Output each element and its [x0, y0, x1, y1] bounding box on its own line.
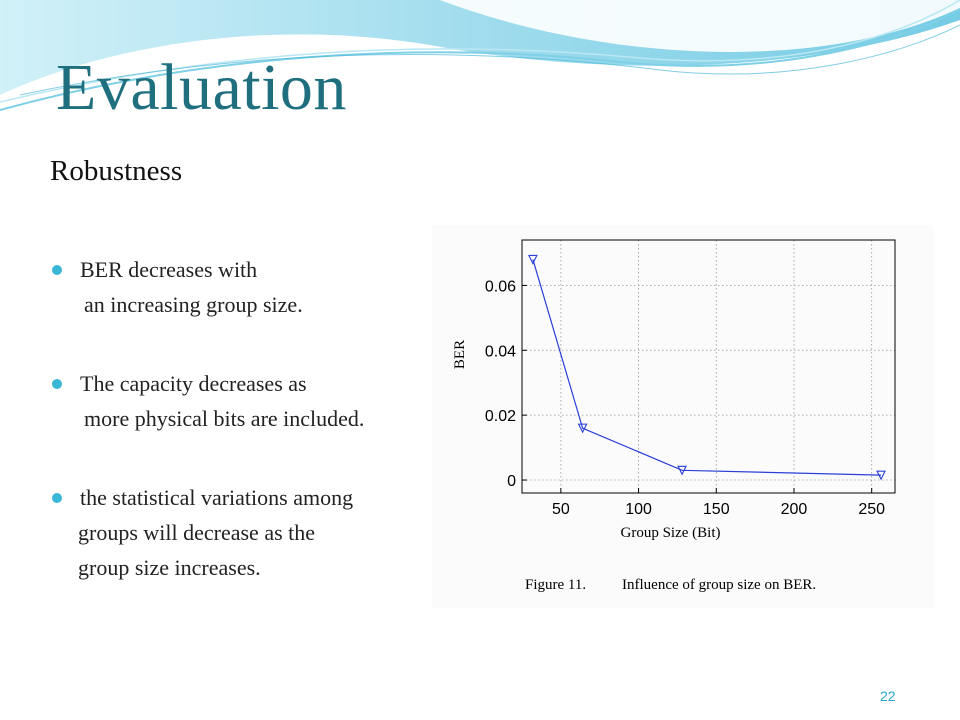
figure-panel: 50 100 150 200 250 0 0.02 0.04 0.06 BER Group Si…	[432, 225, 934, 608]
x-tick-label: 100	[625, 501, 652, 518]
bullet-item: The capacity decreases as more physical …	[52, 366, 432, 436]
axis-ticks: 50 100 150 200 250 0 0.02 0.04 0.06	[485, 278, 885, 518]
figure-caption-number: Figure 11.	[525, 577, 586, 593]
y-axis-label: BER	[452, 340, 468, 369]
x-tick-label: 50	[552, 501, 570, 518]
y-tick-label: 0.04	[485, 343, 516, 360]
y-tick-label: 0.06	[485, 278, 516, 295]
bullet-item: BER decreases with an increasing group s…	[52, 252, 432, 322]
data-point-marker	[527, 254, 538, 265]
x-tick-label: 200	[781, 501, 808, 518]
bullet-text-line: the statistical variations among	[80, 485, 354, 510]
series-group	[527, 254, 886, 481]
bullet-text-line: groups will decrease as the	[78, 520, 316, 545]
x-tick-label: 150	[703, 501, 730, 518]
series-line	[532, 259, 882, 476]
data-point-marker	[876, 470, 886, 481]
slide-title: Evaluation	[56, 51, 347, 124]
plot-frame	[521, 239, 896, 494]
page-number: 22	[880, 688, 896, 704]
x-tick-label: 250	[858, 501, 885, 518]
y-tick-label: 0	[507, 473, 516, 490]
ber-line-chart: 50 100 150 200 250 0 0.02 0.04 0.06 BER Group Si…	[452, 239, 896, 593]
bullet-dot-icon	[52, 265, 62, 275]
slide-subtitle: Robustness	[50, 155, 183, 187]
bullet-list: BER decreases with an increasing group s…	[52, 252, 432, 629]
grid-lines	[522, 240, 895, 493]
bullet-text-line: The capacity decreases as	[80, 371, 307, 396]
figure-caption-text: Influence of group size on BER.	[622, 577, 816, 593]
data-point-marker	[677, 465, 687, 476]
data-point-marker	[577, 423, 588, 434]
bullet-text-line: BER decreases with	[80, 257, 258, 282]
bullet-item: the statistical variations among groups …	[52, 480, 432, 585]
bullet-text-line: group size increases.	[78, 555, 261, 580]
y-tick-label: 0.02	[485, 408, 516, 425]
header-wave-decoration	[0, 0, 960, 111]
bullet-text-line: more physical bits are included.	[84, 406, 365, 431]
bullet-dot-icon	[52, 379, 62, 389]
bullet-dot-icon	[52, 493, 62, 503]
bullet-text-line: an increasing group size.	[84, 292, 303, 317]
x-axis-label: Group Size (Bit)	[621, 525, 721, 541]
